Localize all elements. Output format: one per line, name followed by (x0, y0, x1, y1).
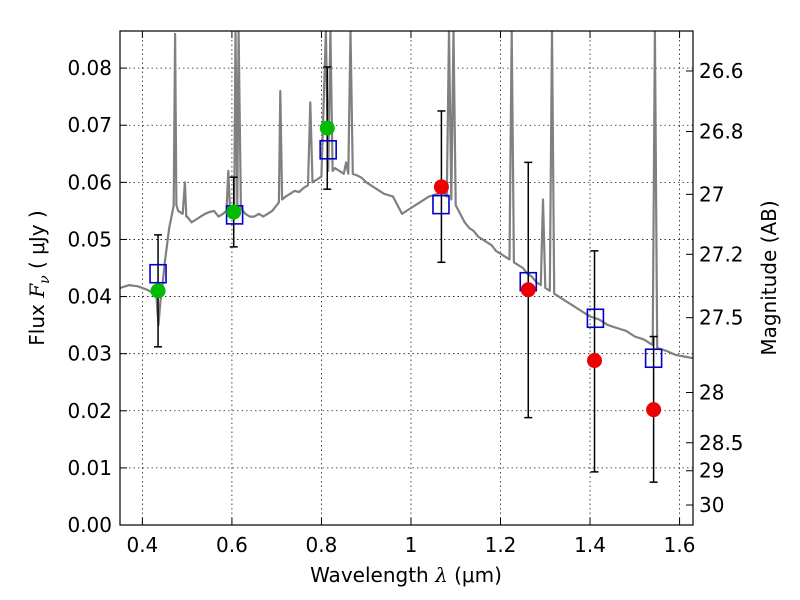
plot-area (120, 31, 693, 483)
y-tick-label: 0.00 (67, 513, 112, 537)
y-tick-label: 0.01 (67, 456, 112, 480)
y-tick-label: 0.08 (67, 56, 112, 80)
plot-frame (119, 30, 694, 526)
ticks: 0.4 0.6 0.8 1 1.2 1.4 1.6 0.00 0.01 0.02 0.03 0.04 0… (67, 31, 744, 557)
right-tick-label: 26.6 (699, 59, 744, 83)
right-tick-label: 28.5 (699, 431, 744, 455)
right-tick-label: 27 (699, 182, 724, 206)
x-tick-label: 0.8 (306, 533, 338, 557)
y-tick-label: 0.04 (67, 285, 112, 309)
detection-point (150, 283, 166, 299)
y-axis-title: Flux Fν ( μJy ) (25, 210, 53, 345)
y-tick-label: 0.03 (67, 342, 112, 366)
x-axis-title: Wavelength λ (μm) (310, 563, 502, 587)
model-photometry-square (319, 139, 337, 160)
y-tick-label: 0.06 (67, 170, 112, 194)
right-axis-title: Magnitude (AB) (757, 200, 781, 355)
model-photometry-square (644, 348, 663, 369)
spectrum-line (120, 31, 693, 360)
model-photometry-square (586, 308, 605, 329)
x-tick-label: 1.2 (485, 533, 517, 557)
x-tick-label: 1.4 (574, 533, 606, 557)
right-tick-label: 27.5 (699, 306, 744, 330)
right-tick-label: 28 (699, 381, 724, 405)
x-tick-label: 1 (405, 533, 418, 557)
x-tick-label: 1.6 (664, 533, 696, 557)
model-photometry-square (432, 194, 450, 215)
x-tick-label: 0.4 (126, 533, 158, 557)
limit-point (520, 282, 536, 298)
grid (120, 31, 693, 525)
right-tick-label: 30 (699, 493, 724, 517)
y-tick-label: 0.02 (67, 399, 112, 423)
right-tick-label: 26.8 (699, 120, 744, 144)
model-photometry-square (149, 263, 167, 284)
detection-point (319, 120, 335, 136)
limit-point (646, 402, 662, 418)
y-tick-label: 0.07 (67, 113, 112, 137)
right-tick-label: 27.2 (699, 242, 744, 266)
x-tick-label: 0.6 (216, 533, 248, 557)
limit-point (587, 353, 603, 369)
limit-point (433, 179, 449, 195)
right-tick-label: 29 (699, 459, 724, 483)
y-tick-label: 0.05 (67, 227, 112, 251)
detection-point (226, 204, 242, 220)
